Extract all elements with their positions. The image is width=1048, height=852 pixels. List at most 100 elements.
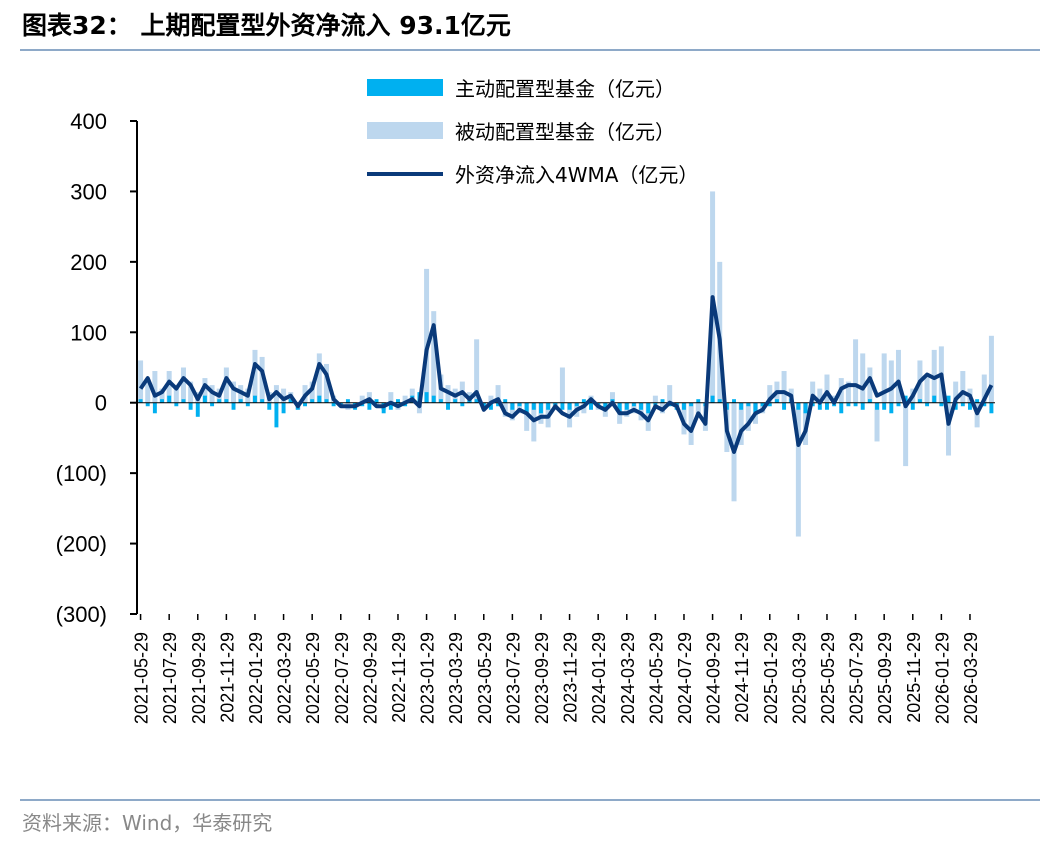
bar	[982, 402, 987, 407]
bar	[309, 381, 315, 403]
y-tick-label: 200	[70, 250, 107, 275]
bar	[817, 388, 823, 403]
x-tick-label: 2023-07-29	[503, 632, 523, 724]
y-tick-label: (300)	[56, 602, 107, 627]
bar	[424, 392, 429, 403]
bar	[323, 363, 329, 403]
bar	[539, 402, 543, 414]
bar	[288, 399, 293, 403]
bar	[753, 402, 758, 414]
bar	[660, 399, 665, 403]
y-tick-label: 0	[95, 391, 107, 416]
bar	[560, 402, 565, 410]
bar	[746, 402, 751, 407]
bar	[924, 374, 930, 403]
bar	[639, 402, 644, 410]
bar	[925, 402, 930, 407]
x-tick-label: 2025-05-29	[818, 632, 838, 724]
x-tick-label: 2023-09-29	[532, 632, 552, 724]
bar	[359, 395, 365, 403]
bar	[253, 395, 257, 403]
bar	[324, 399, 329, 403]
bar	[895, 349, 901, 403]
bar	[710, 395, 715, 403]
x-tick-label: 2024-01-29	[589, 632, 609, 724]
bar	[159, 388, 165, 403]
bar	[488, 402, 493, 410]
bar	[188, 381, 194, 403]
x-tick-label: 2023-03-29	[446, 632, 466, 724]
bar	[739, 402, 744, 410]
bar	[388, 392, 394, 403]
x-tick-label: 2024-07-29	[675, 632, 695, 724]
legend-label: 被动配置型基金（亿元）	[455, 120, 675, 144]
bar	[374, 399, 379, 403]
bar	[195, 402, 200, 417]
bar	[888, 360, 894, 403]
bar	[174, 402, 179, 407]
bar	[274, 402, 279, 428]
bar	[881, 353, 887, 403]
bar	[180, 367, 186, 403]
bar	[160, 399, 164, 403]
x-tick-label: 2021-09-29	[189, 632, 209, 724]
bar	[166, 371, 172, 403]
bar	[259, 356, 265, 403]
bar	[402, 395, 408, 403]
x-tick-label: 2022-07-29	[332, 632, 352, 724]
bar	[774, 399, 779, 403]
bar	[238, 399, 243, 403]
bar	[438, 399, 443, 403]
bar	[310, 399, 315, 403]
bar	[559, 367, 565, 403]
bar	[510, 402, 515, 410]
bar	[860, 353, 866, 403]
bar	[260, 399, 265, 403]
x-tick-label: 2021-11-29	[217, 632, 237, 723]
bar	[889, 402, 894, 414]
bar	[574, 402, 579, 407]
bar	[738, 402, 744, 445]
bar	[424, 268, 430, 403]
x-tick-label: 2024-09-29	[704, 632, 724, 724]
x-tick-label: 2025-09-29	[875, 632, 895, 724]
bar	[217, 399, 222, 403]
bar	[903, 402, 909, 467]
bar	[624, 402, 629, 410]
x-tick-label: 2025-07-29	[847, 632, 867, 724]
bar	[173, 385, 179, 403]
x-tick-label: 2026-01-29	[932, 632, 952, 724]
bar	[939, 402, 944, 407]
x-tick-label: 2025-01-29	[761, 632, 781, 724]
line	[138, 295, 994, 454]
y-tick-label: (100)	[56, 461, 107, 486]
bar	[817, 402, 822, 410]
bar	[717, 399, 722, 403]
source: 资料来源：Wind，华泰研究	[22, 811, 272, 835]
bar	[453, 399, 458, 403]
bar	[810, 381, 816, 403]
legend-swatch	[367, 79, 443, 96]
bar	[946, 402, 952, 456]
bar	[252, 349, 258, 403]
bar	[960, 371, 966, 403]
bar	[975, 399, 980, 403]
x-tick-label: 2024-03-29	[618, 632, 638, 724]
legend-label: 外资净流入4WMA（亿元）	[455, 163, 698, 187]
bar	[932, 395, 937, 403]
x-tick-label: 2026-03-29	[961, 632, 981, 724]
bar	[953, 381, 959, 403]
y-tick-label: 300	[70, 179, 107, 204]
bar	[968, 402, 972, 410]
bar	[767, 402, 772, 407]
x-tick-label: 2025-11-29	[904, 632, 924, 723]
bar	[825, 402, 829, 410]
bar	[138, 399, 143, 403]
bar	[303, 402, 307, 407]
bar	[396, 399, 400, 403]
bar	[867, 399, 872, 403]
chart-title: 图表32： 上期配置型外资净流入 93.1亿元	[22, 11, 511, 40]
bar	[496, 402, 501, 407]
bar	[631, 402, 636, 407]
bar	[875, 402, 879, 410]
